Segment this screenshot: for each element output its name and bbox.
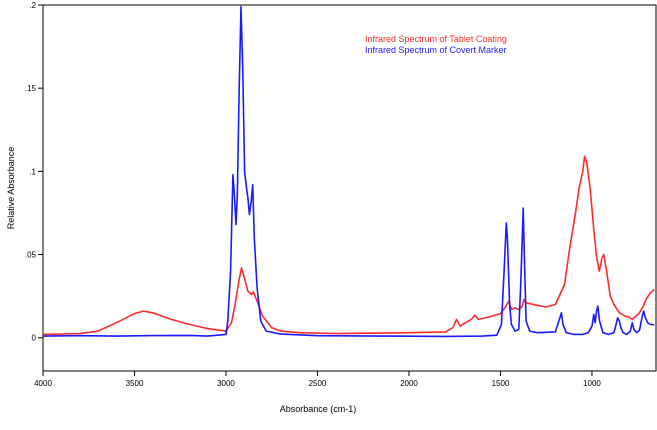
x-tick-label: 4000 — [34, 379, 52, 388]
y-tick-label: .1 — [29, 167, 36, 176]
x-tick-label: 1000 — [583, 379, 601, 388]
x-tick-label: 1500 — [492, 379, 510, 388]
y-tick-label: .05 — [25, 251, 37, 260]
x-tick-label: 3000 — [217, 379, 235, 388]
y-tick-label: 0 — [32, 334, 37, 343]
x-axis-ticks: 4000 3500 3000 2500 2000 1500 1000 — [34, 371, 601, 388]
legend-entry-tablet-coating: Infrared Spectrum of Tablet Coating — [365, 34, 507, 44]
y-tick-label: .2 — [29, 1, 36, 10]
legend: Infrared Spectrum of Tablet Coating Infr… — [365, 34, 507, 55]
plot-frame — [42, 4, 657, 372]
y-axis-label: Relative Absorbance — [6, 147, 16, 230]
x-tick-label: 2000 — [400, 379, 418, 388]
series-layer — [42, 5, 655, 338]
x-axis-label: Absorbance (cm-1) — [280, 404, 357, 414]
y-axis-ticks: 0 .05 .1 .15 .2 — [25, 1, 43, 343]
x-tick-label: 2500 — [309, 379, 327, 388]
legend-entry-covert-marker: Infrared Spectrum of Covert Marker — [365, 45, 507, 55]
series-line-tablet-coating — [42, 155, 655, 336]
series-line-covert-marker — [42, 5, 655, 338]
x-tick-label: 3500 — [126, 379, 144, 388]
y-tick-label: .15 — [25, 84, 37, 93]
